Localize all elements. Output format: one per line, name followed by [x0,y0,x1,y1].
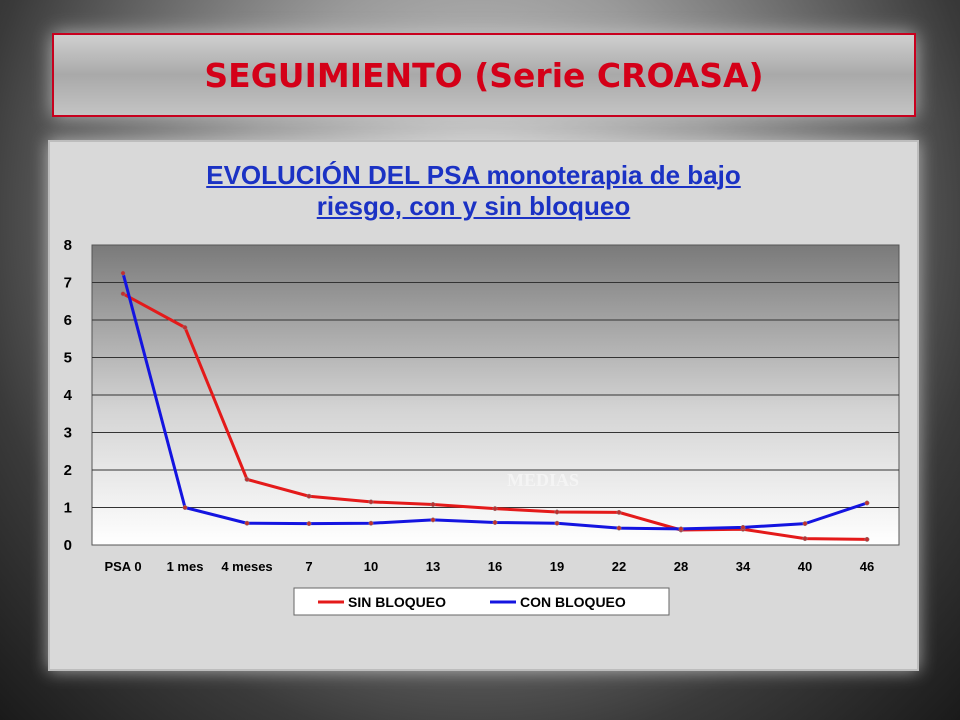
slide-title: SEGUIMIENTO (Serie CROASA) [204,55,764,95]
data-point [244,476,250,482]
chart-title: EVOLUCIÓN DEL PSA monoterapia de bajo ri… [50,160,917,222]
data-point [678,526,684,532]
legend-box [293,587,670,616]
data-point [492,520,498,525]
legend-label: CON BLOQUEO [520,594,626,610]
x-tick-label: 19 [550,559,564,574]
x-tick-label: 22 [612,559,626,574]
data-point [368,520,374,526]
data-point [616,525,622,531]
x-tick-label: 34 [736,559,751,574]
chart-annotation: MEDIAS [507,470,579,490]
data-point [430,517,436,523]
legend-label: SIN BLOQUEO [348,594,446,610]
data-point [368,499,374,505]
y-tick-label: 2 [64,462,72,479]
legend: SIN BLOQUEO CON BLOQUEO [293,587,670,616]
data-point [244,520,250,526]
data-point [802,521,808,527]
y-tick-label: 3 [64,425,72,442]
data-point [740,524,746,530]
data-point [120,270,126,276]
chart-title-line2: riesgo, con y sin bloqueo [316,191,631,221]
y-tick-label: 4 [64,387,73,404]
chart-panel: EVOLUCIÓN DEL PSA monoterapia de bajo ri… [48,140,919,671]
data-point [430,502,436,507]
data-point [182,505,188,510]
data-point [864,500,870,506]
data-point [306,493,312,499]
x-tick-label: 16 [488,559,502,574]
data-point [492,506,498,512]
data-point [554,520,560,526]
x-tick-label: PSA 0 [104,559,141,574]
x-tick-label: 40 [798,559,812,574]
x-tick-label: 4 meses [221,559,272,574]
data-point [616,509,622,515]
slide-title-box: SEGUIMIENTO (Serie CROASA) [52,33,916,117]
y-tick-label: 0 [64,537,72,554]
data-point [864,536,870,542]
x-tick-label: 46 [860,559,874,574]
x-tick-label: 1 mes [167,559,204,574]
data-point [554,509,560,515]
x-tick-label: 10 [364,559,378,574]
y-tick-label: 5 [64,350,72,367]
x-tick-label: 13 [426,559,440,574]
data-point [182,325,188,330]
y-tick-label: 1 [64,500,72,517]
y-tick-label: 8 [64,237,72,254]
chart-title-line1: EVOLUCIÓN DEL PSA monoterapia de bajo [206,160,741,190]
x-tick-label: 28 [674,559,688,574]
y-tick-label: 7 [64,275,72,292]
data-point [802,536,808,542]
data-point [120,291,126,297]
y-tick-label: 6 [64,312,72,329]
x-tick-label: 7 [305,559,312,574]
data-point [306,521,312,527]
